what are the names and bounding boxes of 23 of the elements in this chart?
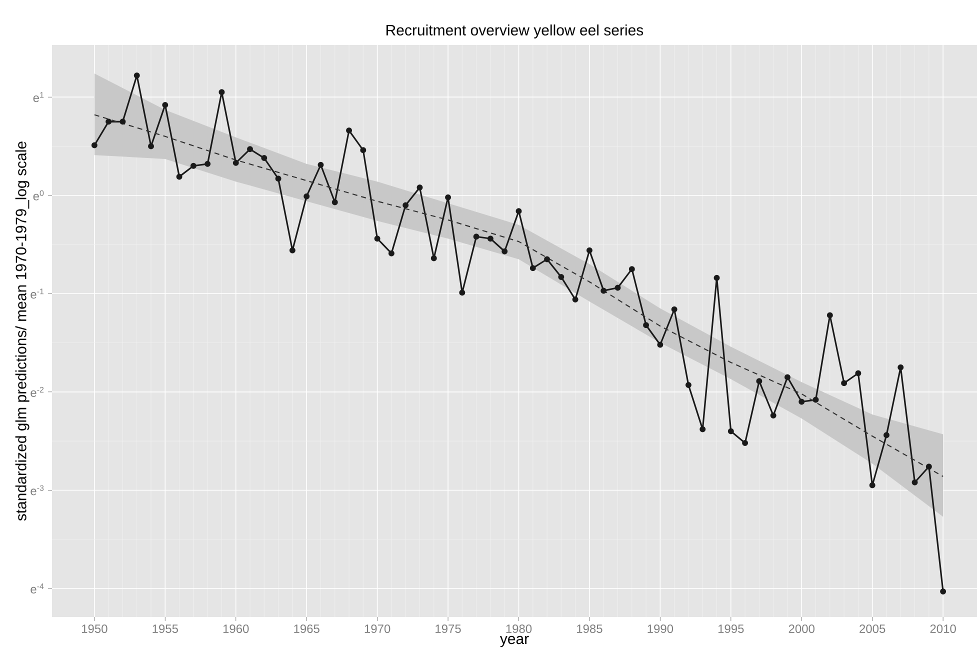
x-tick-label: 1995 [718,624,744,634]
chart-title: Recruitment overview yellow eel series [386,24,644,38]
y-tick-label: e$^{1}$ [33,92,44,102]
x-axis-title: year [500,636,529,648]
x-tick-label: 1950 [82,624,108,634]
y-tick-label: e$^{-3}$ [30,485,44,496]
y-tick-label: e$^{-4}$ [30,584,44,594]
x-tick-label: 2005 [860,624,886,634]
x-tick-label: 1955 [152,624,178,634]
x-tick-label: 1965 [294,624,320,634]
x-tick-label: 2010 [930,624,956,634]
x-tick-label: 1960 [223,624,249,634]
y-tick-label: e$^{0}$ [33,190,44,200]
y-tick-label: e$^{-2}$ [30,386,44,397]
x-tick-label: 1985 [577,624,602,634]
x-tick-label: 1980 [506,624,532,634]
x-tick-label: 2000 [788,624,815,634]
x-tick-label: 1970 [364,624,390,634]
line-series [94,114,944,478]
x-tick-label: 1990 [648,624,674,634]
y-axis-title: standardized glm predictions/ mean 1970-1979_log scale [15,142,30,521]
x-tick-label: 1975 [436,624,461,634]
y-tick-label: e$^{-1}$ [30,288,44,299]
